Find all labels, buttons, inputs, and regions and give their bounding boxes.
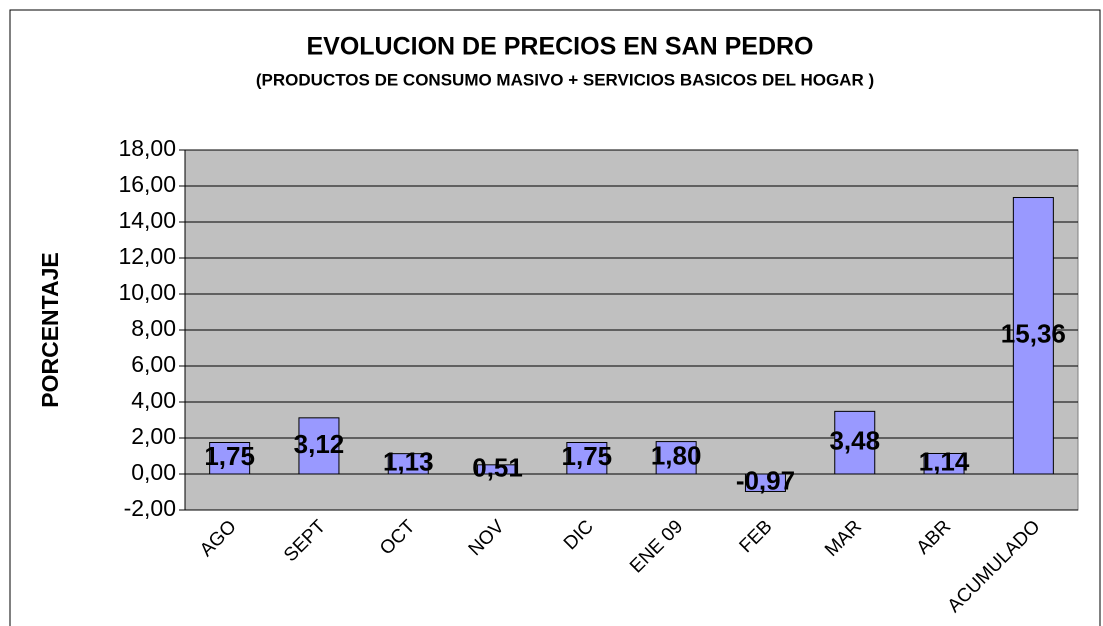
data-label: 3,48: [829, 426, 880, 456]
bar: [834, 410, 876, 475]
data-label: 3,12: [294, 429, 345, 459]
y-tick-label: 0,00: [131, 459, 176, 485]
bar: [744, 473, 786, 492]
data-label: 1,75: [204, 441, 255, 471]
y-tick-label: 6,00: [131, 351, 176, 377]
y-axis-title: PORCENTAJE: [37, 252, 63, 408]
y-tick-label: 12,00: [118, 243, 176, 269]
bar: [655, 441, 697, 475]
bar: [298, 417, 340, 475]
y-tick-label: 14,00: [118, 207, 176, 233]
chart-title: EVOLUCION DE PRECIOS EN SAN PEDRO: [306, 33, 813, 61]
data-label: 1,80: [651, 441, 702, 471]
data-label: 1,14: [919, 447, 970, 477]
data-label: 1,13: [383, 447, 434, 477]
chart-subtitle: (PRODUCTOS DE CONSUMO MASIVO + SERVICIOS…: [256, 70, 874, 89]
data-label: -0,97: [736, 466, 795, 496]
bar: [387, 453, 429, 475]
y-tick-label: 10,00: [118, 279, 176, 305]
bar: [477, 464, 519, 475]
y-tick-label: 8,00: [131, 315, 176, 341]
bar: [566, 442, 608, 475]
y-tick-label: 18,00: [118, 135, 176, 161]
data-label: 1,75: [562, 441, 613, 471]
data-label: 15,36: [1001, 319, 1066, 349]
bar: [209, 442, 251, 475]
y-tick-label: 4,00: [131, 387, 176, 413]
y-tick-label: 16,00: [118, 171, 176, 197]
bar: [923, 452, 965, 475]
y-tick-label: 2,00: [131, 423, 176, 449]
bar: [1012, 197, 1054, 475]
y-tick-label: -2,00: [124, 495, 176, 521]
data-label: 0,51: [472, 452, 523, 482]
